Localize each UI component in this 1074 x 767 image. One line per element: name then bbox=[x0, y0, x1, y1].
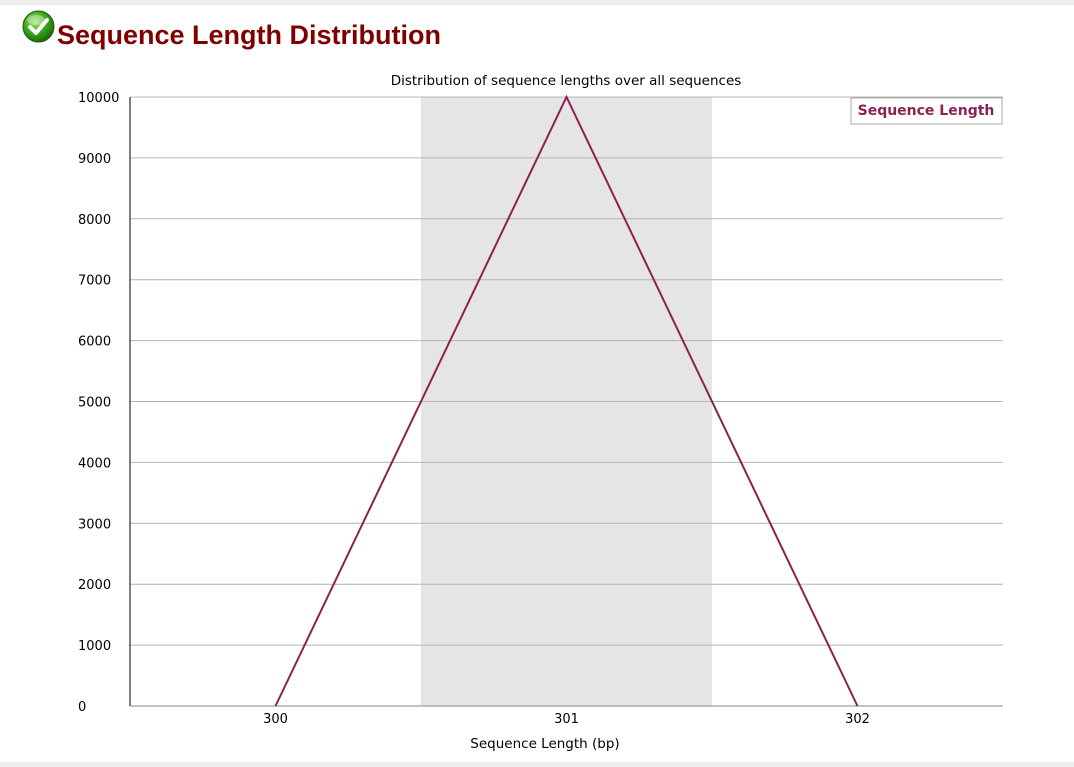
y-tick-label: 1000 bbox=[78, 639, 111, 654]
y-tick-label: 6000 bbox=[78, 335, 111, 350]
y-tick-label: 10000 bbox=[78, 91, 119, 106]
y-tick-label: 2000 bbox=[78, 578, 111, 593]
y-tick-label: 0 bbox=[78, 700, 86, 715]
y-tick-label: 7000 bbox=[78, 274, 111, 289]
x-tick-label: 301 bbox=[554, 712, 579, 727]
legend-box bbox=[850, 97, 1003, 125]
y-tick-label: 8000 bbox=[78, 213, 111, 228]
x-tick-label: 302 bbox=[845, 712, 870, 727]
y-tick-label: 5000 bbox=[78, 396, 111, 411]
y-tick-label: 9000 bbox=[78, 152, 111, 167]
series-layer bbox=[274, 94, 859, 707]
legend-entry: Sequence Length bbox=[858, 103, 995, 119]
grid-lines bbox=[130, 96, 1003, 646]
page-title: Sequence Length Distribution bbox=[57, 20, 442, 50]
y-tick-label: 4000 bbox=[78, 456, 111, 471]
y-tick-label: 3000 bbox=[78, 517, 111, 532]
x-tick-label: 300 bbox=[263, 712, 288, 727]
module-header: Sequence Length Distribution bbox=[22, 10, 442, 50]
pass-check-icon bbox=[22, 10, 55, 43]
tick-labels: 0 1000 2000 3000 4000 5000 6000 7000 8000 9000 100… bbox=[78, 91, 870, 727]
legend: Sequence Length bbox=[850, 97, 1003, 125]
chart-title: Distribution of sequence lengths over al… bbox=[391, 73, 742, 89]
x-axis-title: Sequence Length (bp) bbox=[470, 736, 619, 752]
